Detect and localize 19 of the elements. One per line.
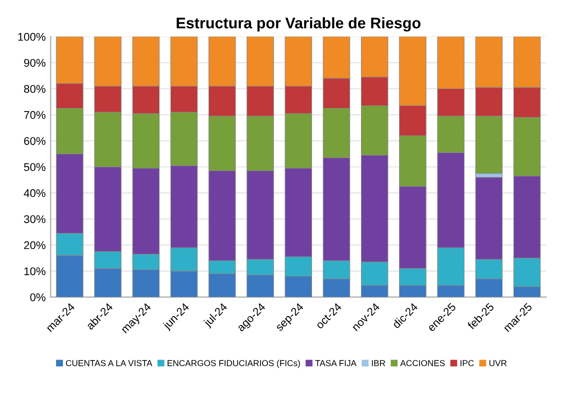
legend-label: IBR xyxy=(372,360,386,366)
chart-title: Estructura por Variable de Riesgo xyxy=(176,17,420,32)
y-tick-label: 80% xyxy=(24,84,46,93)
y-tick-label: 30% xyxy=(24,215,46,224)
y-tick-label: 70% xyxy=(24,111,46,119)
legend-label: TASA FIJA xyxy=(315,360,357,366)
y-tick-label: 0% xyxy=(30,293,46,302)
y-tick-label: 60% xyxy=(24,137,46,145)
legend-label: ENCARGOS FIDUCIARIOS (FICs) xyxy=(168,360,300,368)
y-tick-label: 100% xyxy=(18,32,46,41)
y-tick-label: 40% xyxy=(24,189,46,198)
y-tick-label: 90% xyxy=(24,58,46,67)
y-tick-label: 50% xyxy=(24,163,46,172)
legend-label: UVR xyxy=(489,360,507,366)
legend-label: ACCIONES xyxy=(400,360,445,366)
y-tick-label: 20% xyxy=(24,241,46,250)
y-tick-label: 10% xyxy=(24,267,46,276)
legend-label: CUENTAS A LA VISTA xyxy=(66,360,152,366)
legend-label: IPC xyxy=(460,360,474,366)
